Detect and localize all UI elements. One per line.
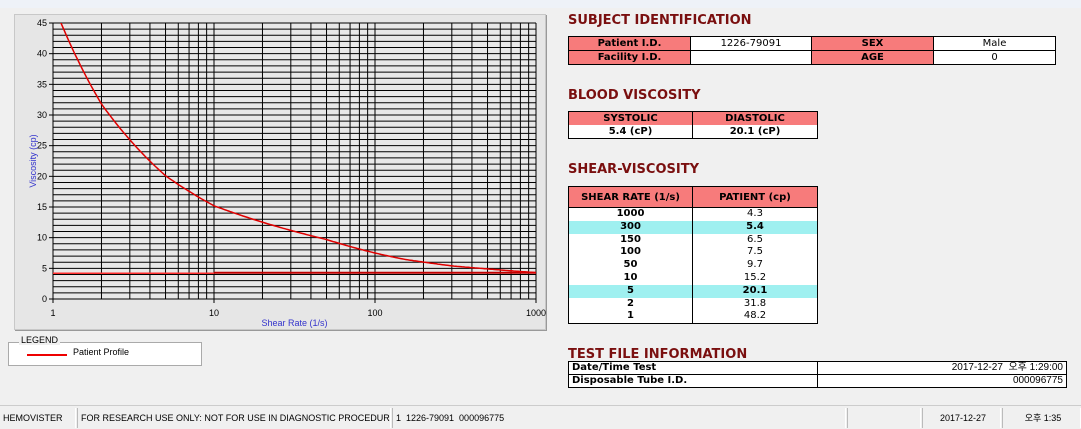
- x-tick-label: 10: [209, 308, 219, 318]
- shear-row: 100 7.5: [568, 246, 818, 260]
- testfile-title: TEST FILE INFORMATION: [568, 347, 748, 362]
- facility-id-value: [690, 50, 812, 65]
- patient-value-cell: 9.7: [692, 259, 818, 272]
- shear-title: SHEAR-VISCOSITY: [568, 162, 699, 177]
- shear-rate-cell: 1: [568, 310, 693, 325]
- patient-id-value: 1226-79091: [690, 36, 812, 51]
- y-tick-label: 15: [37, 202, 47, 212]
- patient-value-cell: 31.8: [692, 297, 818, 311]
- shear-row: 50 9.7: [568, 259, 818, 272]
- title-strip: [0, 0, 1081, 8]
- status-empty: [847, 408, 921, 428]
- shear-rate-cell: 5: [568, 284, 693, 298]
- shear-rate-cell: 50: [568, 259, 693, 272]
- shear-row: 5 20.1: [568, 284, 818, 298]
- age-value: 0: [933, 50, 1056, 65]
- shear-row: 300 5.4: [568, 220, 818, 234]
- patient-id-label: Patient I.D.: [568, 36, 691, 51]
- patient-value-cell: 48.2: [692, 310, 818, 325]
- y-tick-label: 40: [37, 49, 47, 59]
- legend-line-swatch: [27, 354, 67, 356]
- subject-title: SUBJECT IDENTIFICATION: [568, 13, 752, 28]
- shear-row: 10 15.2: [568, 271, 818, 285]
- datetime-value: 2017-12-27 오후 1:29:00: [817, 361, 1067, 375]
- plot-area: [53, 23, 536, 299]
- y-tick-label: 45: [37, 18, 47, 28]
- systolic-label: SYSTOLIC: [568, 111, 693, 125]
- legend-title: LEGEND: [19, 335, 61, 345]
- sex-value: Male: [933, 36, 1056, 51]
- subject-table: Patient I.D. 1226-79091 SEX Male Facility I…: [568, 36, 1056, 65]
- tube-id-label: Disposable Tube I.D.: [568, 374, 818, 388]
- testfile-table: Date/Time Test 2017-12-27 오후 1:29:00 Disp…: [568, 361, 1067, 388]
- shear-rate-header: SHEAR RATE (1/s): [568, 186, 693, 208]
- age-label: AGE: [811, 50, 934, 65]
- shear-row: 2 31.8: [568, 297, 818, 311]
- shear-row: 150 6.5: [568, 233, 818, 247]
- y-tick-label: 5: [42, 263, 47, 273]
- shear-rate-cell: 300: [568, 220, 693, 234]
- y-tick-label: 0: [42, 294, 47, 304]
- shear-row: 1 48.2: [568, 310, 818, 325]
- tube-id-value: 000096775: [817, 374, 1067, 388]
- status-bar: HEMOVISTER FOR RESEARCH USE ONLY: NOT FO…: [0, 405, 1081, 429]
- datetime-label: Date/Time Test: [568, 361, 818, 375]
- patient-value-cell: 5.4: [692, 220, 818, 234]
- status-record: 1 1226-79091 000096775: [392, 408, 846, 428]
- legend-box: LEGEND Patient Profile: [8, 335, 202, 366]
- shear-table: SHEAR RATE (1/s) PATIENT (cp) 1000 4.3 300 5…: [568, 186, 818, 325]
- sex-label: SEX: [811, 36, 934, 51]
- series-line-patient-profile: [60, 23, 536, 274]
- shear-rate-cell: 1000: [568, 207, 693, 221]
- y-tick-label: 20: [37, 171, 47, 181]
- shear-rate-cell: 2: [568, 297, 693, 311]
- blood-table: SYSTOLIC DIASTOLIC 5.4 (cP) 20.1 (cP): [568, 111, 818, 139]
- y-axis-label: Viscosity (cp): [28, 134, 38, 187]
- x-tick-label: 100: [367, 308, 382, 318]
- y-tick-label: 10: [37, 233, 47, 243]
- y-tick-label: 35: [37, 79, 47, 89]
- x-tick-label: 1000: [526, 308, 546, 318]
- legend-label: Patient Profile: [73, 347, 130, 357]
- patient-value-cell: 6.5: [692, 233, 818, 247]
- status-app: HEMOVISTER: [0, 408, 76, 428]
- shear-rate-cell: 10: [568, 271, 693, 285]
- shear-rate-cell: 150: [568, 233, 693, 247]
- status-time: 오후 1:35: [1002, 408, 1081, 428]
- patient-value-cell: 15.2: [692, 271, 818, 285]
- facility-id-label: Facility I.D.: [568, 50, 691, 65]
- y-tick-label: 25: [37, 141, 47, 151]
- viscosity-chart: 0 5 10 15 20 25 30 35 40 45 1 10 100 1000 Shear Rate (…: [28, 18, 546, 328]
- patient-value-cell: 20.1: [692, 284, 818, 298]
- diastolic-label: DIASTOLIC: [692, 111, 818, 125]
- patient-value-cell: 4.3: [692, 207, 818, 221]
- y-tick-label: 30: [37, 110, 47, 120]
- shear-rate-cell: 100: [568, 246, 693, 260]
- patient-header: PATIENT (cp): [692, 186, 818, 208]
- x-axis-label: Shear Rate (1/s): [261, 318, 327, 328]
- shear-row: 1000 4.3: [568, 207, 818, 221]
- x-tick-label: 1: [50, 308, 55, 318]
- status-notice: FOR RESEARCH USE ONLY: NOT FOR USE IN DI…: [77, 408, 391, 428]
- blood-title: BLOOD VISCOSITY: [568, 88, 701, 103]
- patient-value-cell: 7.5: [692, 246, 818, 260]
- status-date: 2017-12-27: [922, 408, 1001, 428]
- systolic-value: 5.4 (cP): [568, 125, 693, 139]
- diastolic-value: 20.1 (cP): [692, 125, 818, 139]
